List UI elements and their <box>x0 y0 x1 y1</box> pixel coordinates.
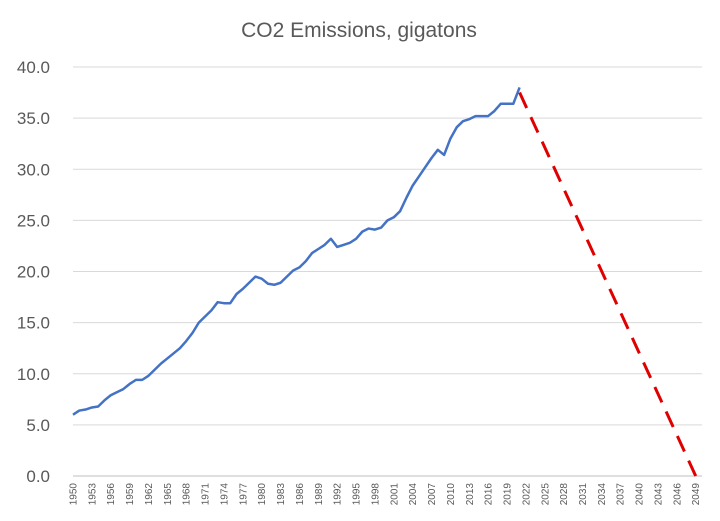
x-tick-label: 2037 <box>616 483 627 506</box>
x-tick-label: 2046 <box>672 483 683 506</box>
series-lines <box>72 87 698 477</box>
x-tick-label: 2007 <box>427 483 438 506</box>
x-tick-label: 1992 <box>333 483 344 506</box>
x-tick-label: 2040 <box>635 483 646 506</box>
y-axis-ticks: 0.0 5.0 10.0 15.0 20.0 25.0 30.0 35.0 40.0 <box>17 58 50 486</box>
x-tick-label: 1971 <box>201 483 212 506</box>
x-tick-label: 2016 <box>484 483 495 506</box>
y-tick-label: 5.0 <box>26 416 50 435</box>
y-tick-label: 10.0 <box>17 365 50 384</box>
x-tick-label: 1959 <box>125 483 136 506</box>
x-tick-label: 1980 <box>257 483 268 506</box>
x-tick-label: 1995 <box>352 483 363 506</box>
x-tick-label: 2025 <box>540 483 551 506</box>
x-tick-label: 1965 <box>163 483 174 506</box>
x-tick-label: 1953 <box>87 483 98 506</box>
x-tick-label: 2004 <box>408 483 419 506</box>
y-tick-label: 30.0 <box>17 160 50 179</box>
y-tick-label: 35.0 <box>17 109 50 128</box>
x-tick-label: 1974 <box>219 483 230 506</box>
x-axis-ticks: 1950 1953 1956 1959 1962 1965 1968 1971 1974 1977… <box>69 483 703 506</box>
x-tick-label: 1956 <box>106 483 117 506</box>
projection-line <box>518 91 698 477</box>
x-tick-label: 1977 <box>238 483 249 506</box>
x-tick-label: 2028 <box>559 483 570 506</box>
x-tick-label: 1950 <box>69 483 80 506</box>
x-tick-label: 2010 <box>446 483 457 506</box>
chart-title: CO2 Emissions, gigatons <box>241 19 477 42</box>
x-tick-label: 2022 <box>521 483 532 506</box>
x-tick-label: 2001 <box>389 483 400 506</box>
emissions-line <box>72 87 521 416</box>
x-tick-label: 2031 <box>578 483 589 506</box>
x-tick-label: 1998 <box>370 483 381 506</box>
y-tick-label: 15.0 <box>17 314 50 333</box>
x-tick-label: 2043 <box>653 483 664 506</box>
x-tick-label: 1986 <box>295 483 306 506</box>
x-tick-label: 2034 <box>597 483 608 506</box>
y-tick-label: 25.0 <box>17 211 50 230</box>
y-tick-label: 40.0 <box>17 58 50 77</box>
x-tick-label: 1983 <box>276 483 287 506</box>
x-tick-label: 1989 <box>314 483 325 506</box>
y-tick-label: 20.0 <box>17 263 50 282</box>
x-tick-label: 1962 <box>144 483 155 506</box>
x-tick-label: 2049 <box>691 483 702 506</box>
x-tick-label: 2013 <box>465 483 476 506</box>
y-tick-label: 0.0 <box>26 467 50 486</box>
x-tick-label: 1968 <box>182 483 193 506</box>
x-tick-label: 2019 <box>503 483 514 506</box>
gridlines <box>73 66 702 477</box>
